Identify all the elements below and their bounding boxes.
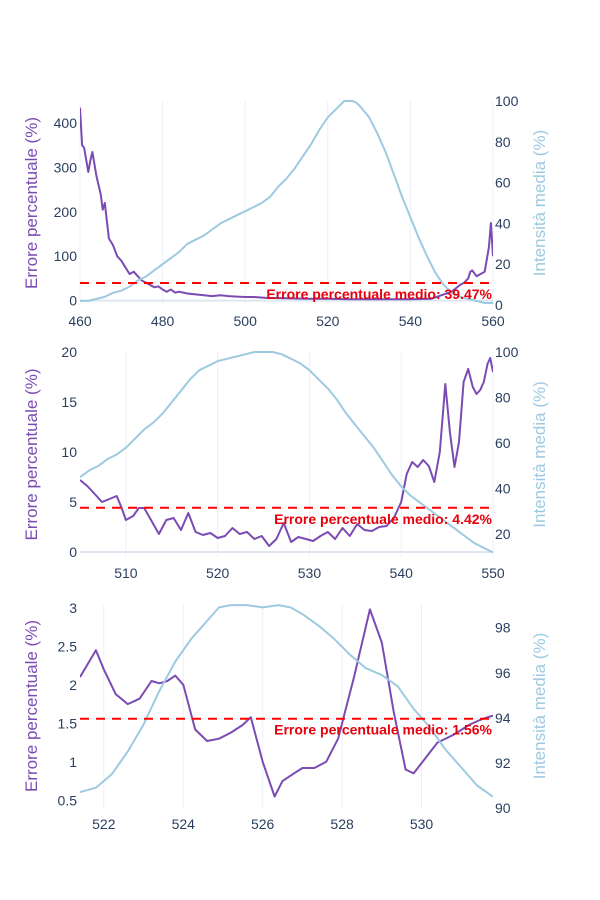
x-tick-label: 480 bbox=[151, 313, 175, 329]
y-right-tick-label: 80 bbox=[495, 134, 511, 150]
subplot-3: 522 524 526 528 530 0.5 1 1.5 2 2.5 3 90 92 94 96 98 Err… bbox=[22, 600, 549, 832]
y-right-tick-label: 20 bbox=[495, 526, 511, 542]
y-left-tick-label: 3 bbox=[69, 600, 77, 616]
y-right-tick-label: 40 bbox=[495, 215, 511, 231]
x-tick-label: 522 bbox=[92, 816, 116, 832]
error-series-line bbox=[80, 608, 493, 798]
intensity-series-line bbox=[80, 351, 493, 554]
x-tick-label: 520 bbox=[316, 313, 340, 329]
error-series-line bbox=[80, 357, 493, 547]
y-left-tick-label: 1.5 bbox=[58, 715, 78, 731]
y-right-axis-title: Intensità media (%) bbox=[530, 633, 549, 779]
x-tick-label: 520 bbox=[206, 565, 230, 581]
y-left-tick-label: 300 bbox=[54, 160, 78, 176]
mean-error-annotation: Errore percentuale medio: 4.42% bbox=[274, 511, 492, 527]
y-left-tick-label: 0 bbox=[69, 544, 77, 560]
mean-error-annotation: Errore percentuale medio: 1.56% bbox=[274, 722, 492, 738]
y-left-axis-title: Errore percentuale (%) bbox=[22, 369, 41, 541]
y-left-axis-title: Errore percentuale (%) bbox=[22, 117, 41, 289]
x-tick-label: 550 bbox=[481, 565, 505, 581]
intensity-series-line bbox=[80, 100, 493, 304]
y-left-tick-label: 0 bbox=[69, 293, 77, 309]
y-right-tick-label: 96 bbox=[495, 665, 511, 681]
y-right-tick-label: 100 bbox=[495, 344, 519, 360]
y-left-tick-label: 100 bbox=[54, 248, 78, 264]
x-tick-label: 460 bbox=[68, 313, 92, 329]
subplot-2: 510 520 530 540 5500510152020406080100Errore… bbox=[22, 344, 549, 581]
x-tick-label: 510 bbox=[114, 565, 138, 581]
y-right-axis-title: Intensità media (%) bbox=[530, 130, 549, 276]
y-right-tick-label: 92 bbox=[495, 755, 511, 771]
y-left-tick-label: 5 bbox=[69, 494, 77, 510]
y-left-tick-label: 0.5 bbox=[58, 792, 78, 808]
y-left-tick-label: 1 bbox=[69, 754, 77, 770]
subplot-1: 460 480 500 520 540 5600100200300400020406080… bbox=[22, 93, 549, 329]
y-left-tick-label: 200 bbox=[54, 204, 78, 220]
y-right-tick-label: 100 bbox=[495, 93, 519, 109]
y-right-tick-label: 60 bbox=[495, 175, 511, 191]
y-left-tick-label: 2.5 bbox=[58, 638, 78, 654]
x-tick-label: 524 bbox=[172, 816, 196, 832]
x-tick-label: 526 bbox=[251, 816, 275, 832]
y-right-tick-label: 20 bbox=[495, 256, 511, 272]
y-right-axis-title: Intensità media (%) bbox=[530, 381, 549, 527]
intensity-series-line bbox=[80, 604, 493, 798]
x-tick-label: 530 bbox=[298, 565, 322, 581]
error-series-line bbox=[80, 107, 493, 301]
x-tick-label: 528 bbox=[330, 816, 354, 832]
y-left-tick-label: 2 bbox=[69, 677, 77, 693]
x-tick-label: 530 bbox=[410, 816, 434, 832]
y-left-tick-label: 10 bbox=[61, 444, 77, 460]
y-left-axis-title: Errore percentuale (%) bbox=[22, 620, 41, 792]
x-tick-label: 540 bbox=[390, 565, 414, 581]
y-right-tick-label: 94 bbox=[495, 710, 511, 726]
y-left-tick-label: 20 bbox=[61, 344, 77, 360]
mean-error-annotation: Errore percentuale medio: 39.47% bbox=[266, 286, 492, 302]
y-left-tick-label: 400 bbox=[54, 115, 78, 131]
y-right-tick-label: 90 bbox=[495, 800, 511, 816]
x-tick-label: 560 bbox=[481, 313, 505, 329]
x-tick-label: 500 bbox=[234, 313, 258, 329]
x-tick-label: 540 bbox=[399, 313, 423, 329]
y-left-tick-label: 15 bbox=[61, 394, 77, 410]
y-right-tick-label: 0 bbox=[495, 297, 503, 313]
y-right-tick-label: 98 bbox=[495, 620, 511, 636]
y-right-tick-label: 60 bbox=[495, 435, 511, 451]
y-right-tick-label: 80 bbox=[495, 390, 511, 406]
y-right-tick-label: 40 bbox=[495, 481, 511, 497]
